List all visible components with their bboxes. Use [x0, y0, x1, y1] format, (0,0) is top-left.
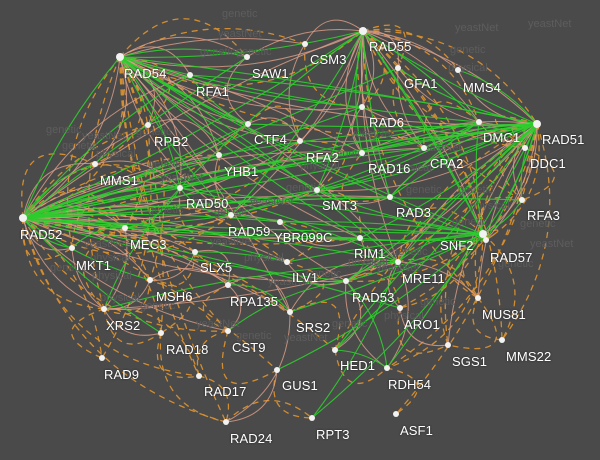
node-mre11[interactable]	[395, 259, 401, 265]
node-msh6[interactable]	[147, 277, 153, 283]
node-mms4[interactable]	[455, 67, 461, 73]
coexpression-edges	[22, 30, 538, 419]
node-mms1[interactable]	[92, 161, 98, 167]
node-rad50[interactable]	[177, 185, 183, 191]
node-cst9[interactable]	[225, 328, 231, 334]
node-mus81[interactable]	[475, 295, 481, 301]
node-rad6[interactable]	[359, 104, 365, 110]
node-slx5[interactable]	[192, 249, 198, 255]
node-rim1[interactable]	[357, 235, 363, 241]
node-rad9[interactable]	[99, 355, 105, 361]
node-rad53[interactable]	[343, 278, 349, 284]
node-saw1[interactable]	[244, 54, 250, 60]
node-rad16[interactable]	[359, 150, 365, 156]
node-rad54[interactable]	[116, 53, 124, 61]
node-rad17[interactable]	[196, 373, 202, 379]
node-csm3[interactable]	[302, 41, 308, 47]
node-rad52[interactable]	[19, 214, 27, 222]
node-ctf4[interactable]	[245, 121, 251, 127]
node-sgs1[interactable]	[445, 342, 451, 348]
node-asf1[interactable]	[393, 411, 399, 417]
node-mkt1[interactable]	[69, 245, 75, 251]
node-mms22[interactable]	[499, 337, 505, 343]
node-dmc1[interactable]	[476, 119, 482, 125]
node-rdh54[interactable]	[384, 365, 390, 371]
node-aro1[interactable]	[397, 305, 403, 311]
node-ddc1[interactable]	[522, 145, 528, 151]
node-ybr099c[interactable]	[277, 219, 283, 225]
node-srs2[interactable]	[287, 309, 293, 315]
node-rad24[interactable]	[223, 419, 229, 425]
node-xrs2[interactable]	[101, 306, 107, 312]
node-ilv1[interactable]	[284, 259, 290, 265]
node-rad59[interactable]	[228, 212, 234, 218]
node-rad18[interactable]	[158, 330, 164, 336]
node-cpa2[interactable]	[421, 145, 427, 151]
node-rfa1[interactable]	[187, 72, 193, 78]
node-rpb2[interactable]	[145, 122, 151, 128]
node-rad55[interactable]	[359, 27, 367, 35]
node-mec3[interactable]	[122, 225, 128, 231]
node-gfa1[interactable]	[395, 65, 401, 71]
node-gus1[interactable]	[274, 367, 280, 373]
node-rad57[interactable]	[483, 237, 489, 243]
node-hed1[interactable]	[332, 347, 338, 353]
node-rfa3[interactable]	[519, 197, 525, 203]
node-rad3[interactable]	[387, 194, 393, 200]
node-rfa2[interactable]	[297, 138, 303, 144]
node-rpa135[interactable]	[225, 282, 231, 288]
node-rad51[interactable]	[533, 120, 541, 128]
node-rpt3[interactable]	[309, 415, 315, 421]
node-snf2[interactable]	[479, 230, 487, 238]
node-yhb1[interactable]	[216, 152, 222, 158]
node-smt3[interactable]	[314, 187, 320, 193]
